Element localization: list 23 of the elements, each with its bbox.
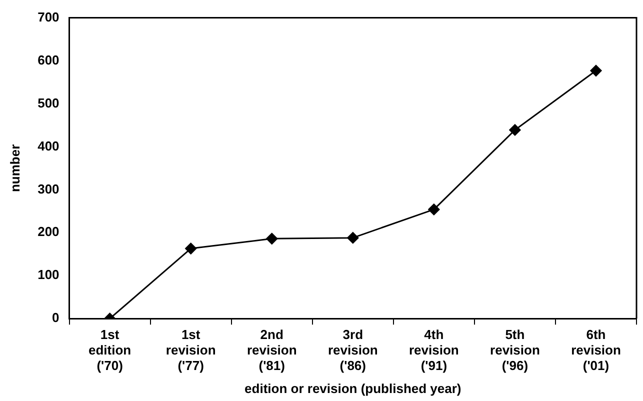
y-axis-title: number — [7, 144, 22, 192]
x-tick-label: 5th revision ('96) — [490, 326, 540, 374]
point — [185, 242, 197, 254]
x-axis-title: edition or revision (published year) — [244, 380, 462, 396]
x-tick-label: 1st revision ('77) — [166, 326, 216, 374]
point — [347, 232, 359, 244]
x-tick-label: 3rd revision ('86) — [328, 326, 378, 374]
y-tick-label: 300 — [38, 181, 60, 196]
y-tick-label: 0 — [52, 310, 60, 326]
y-tick-label: 700 — [38, 9, 60, 24]
y-tick-label: 600 — [38, 52, 60, 68]
y-tick-label: 400 — [38, 138, 60, 154]
y-tick-label: 500 — [38, 95, 60, 110]
x-tick-label: 1st edition ('70) — [88, 326, 132, 374]
x-tick-label: 2nd revision ('81) — [246, 326, 297, 374]
point — [266, 232, 278, 244]
point — [428, 204, 440, 216]
x-tick-label: 4th revision ('91) — [408, 326, 459, 374]
y-tick-label: 100 — [38, 267, 60, 282]
point — [509, 124, 521, 136]
y-tick-label: 200 — [38, 224, 60, 240]
point — [590, 64, 602, 76]
x-tick-label: 6th revision ('01) — [571, 326, 621, 374]
